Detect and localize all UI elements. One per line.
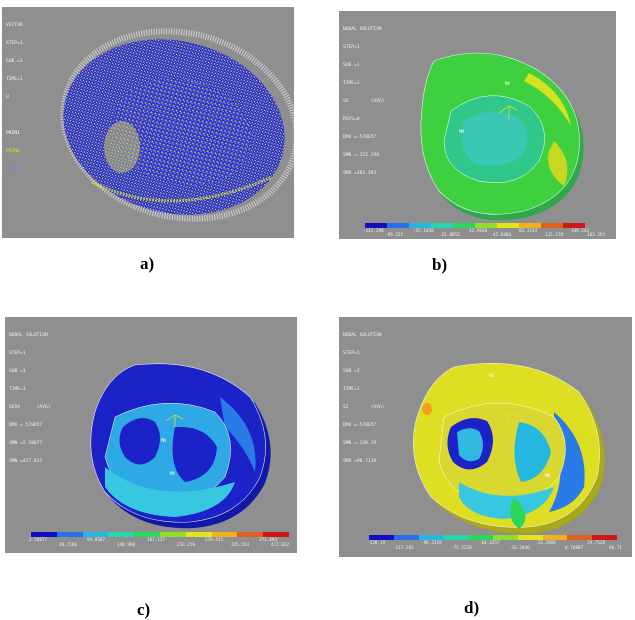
tick-label: 29.7528 [587, 541, 606, 546]
tick-label: -64.2257 [479, 541, 500, 546]
tick-label: -21.0852 [439, 233, 460, 238]
colorbar-d [369, 535, 617, 540]
tick-label: 325.554 [231, 543, 250, 548]
header-line: SUB =1 [9, 369, 26, 374]
ticks-c: 2.58877 94.8587 187.137 279.415 371.693 … [29, 538, 295, 550]
tick-label: 115.178 [545, 233, 564, 238]
tick-label: 47.0486 [493, 233, 512, 238]
header-line: DMX =.578657 [343, 135, 377, 140]
tick-label: 12.9838 [469, 229, 488, 234]
header-line: SMN =-123.298 [343, 153, 379, 158]
header-line: STEP=1 [343, 45, 360, 50]
panel-c-header: NODAL SOLUTION STEP=1 SUB =1 TIME=1 SEQV… [9, 321, 51, 477]
header-line: VECTOR [6, 23, 23, 28]
tick-label: 371.693 [259, 538, 278, 543]
axis-triad [498, 105, 518, 119]
tick-label: 417.832 [271, 543, 290, 548]
panel-a-header: VECTOR STEP=1 SUB =1 TIME=1 U PRIN1 PRIN… [6, 11, 23, 185]
header-line: PRIN3 [6, 167, 20, 172]
tick-label: 140.998 [117, 543, 136, 548]
tick-label: -117.205 [393, 546, 414, 551]
tick-label: 2.58877 [29, 538, 48, 543]
panel-c-nodal-solution-seqv: NODAL SOLUTION STEP=1 SUB =1 TIME=1 SEQV… [5, 317, 297, 553]
panel-a-vector-plot: VECTOR STEP=1 SUB =1 TIME=1 U PRIN1 PRIN… [2, 7, 294, 238]
mx-label: MX [505, 81, 510, 86]
header-line: SEQV (AVG) [9, 405, 51, 410]
ticks-b: -123.298 -55.1458 12.9838 81.1134 149.24… [363, 229, 615, 239]
header-line: SUB =1 [343, 369, 360, 374]
tick-label: -55.1458 [413, 229, 434, 234]
header-line: TIME=1 [343, 81, 360, 86]
header-line: NODAL SOLUTION [343, 27, 382, 32]
header-line: TIME=1 [343, 387, 360, 392]
mx-label: MX [170, 471, 175, 476]
tick-label: 187.137 [147, 538, 166, 543]
header-line: SMN =-138.19 [343, 441, 377, 446]
colorbar-b [365, 223, 585, 228]
header-line: TIME=1 [9, 387, 26, 392]
ticks-d: -138.19 -96.2119 -64.2257 -12.2604 29.75… [367, 541, 631, 553]
panel-d-header: NODAL SOLUTION STEP=1 SUB =1 TIME=1 S2 (… [343, 321, 385, 477]
header-line: SMX =90.7118 [343, 459, 377, 464]
tick-label: -89.221 [385, 233, 404, 238]
panel-b-header: NODAL SOLUTION STEP=1 SUB =1 TIME=1 SX (… [343, 15, 385, 189]
header-line: NODAL SOLUTION [343, 333, 382, 338]
header-line: STEP=1 [9, 351, 26, 356]
caption-d: d) [464, 598, 480, 617]
header-line: SMX =183.393 [343, 171, 377, 176]
caption-c: c) [137, 600, 151, 619]
header-line: SUB =1 [343, 63, 360, 68]
header-line: PRIN1 [6, 131, 20, 136]
panel-d-nodal-solution-s2: NODAL SOLUTION STEP=1 SUB =1 TIME=1 S2 (… [339, 317, 632, 557]
tick-label: 81.1134 [519, 229, 538, 234]
header-line: U [6, 95, 9, 100]
tick-label: -96.2119 [421, 541, 442, 546]
contour-model-b: MX MN [420, 52, 584, 221]
tick-label: 8.76907 [565, 546, 584, 551]
tick-label: 279.415 [205, 538, 224, 543]
panel-b-nodal-solution-sx: NODAL SOLUTION STEP=1 SUB =1 TIME=1 SX (… [339, 11, 616, 239]
contour-model-d: MX MN [412, 363, 605, 534]
tick-label: 233.276 [177, 543, 196, 548]
tick-label: 94.8587 [87, 538, 106, 543]
header-line: RSYS=0 [343, 117, 360, 122]
tick-label: 48.7186 [59, 543, 78, 548]
tick-label: 149.243 [571, 229, 590, 234]
header-line: TIME=1 [6, 77, 23, 82]
header-line: DMX =.578657 [9, 423, 43, 428]
axis-triad [165, 414, 184, 427]
header-line: SX (AVG) [343, 99, 385, 104]
mx-label: MX [489, 373, 494, 378]
mn-label: MN [161, 438, 166, 443]
header-line: S2 (AVG) [343, 405, 385, 410]
header-line: SUB =1 [6, 59, 23, 64]
tick-label: -75.2228 [451, 546, 472, 551]
tick-label: -138.19 [367, 541, 386, 546]
header-line: STEP=1 [343, 351, 360, 356]
header-line: SMN =2.58877 [9, 441, 43, 446]
vector-field-model [60, 28, 294, 222]
contour-model-c: MX MN [90, 363, 271, 529]
header-line: SMN =417.832 [9, 459, 43, 464]
caption-b: b) [432, 255, 448, 274]
caption-a: a) [140, 254, 155, 273]
mn-label: MN [459, 129, 464, 134]
header-line: DMX =.578657 [343, 423, 377, 428]
tick-label: 90.71 [609, 546, 622, 551]
colorbar-c [31, 532, 289, 537]
mn-label: MN [545, 473, 550, 478]
tick-label: 183.393 [587, 233, 606, 238]
tick-label: -123.298 [363, 229, 384, 234]
header-line: NODAL SOLUTION [9, 333, 48, 338]
header-line: PRIN2 [6, 149, 20, 154]
header-line: STEP=1 [6, 41, 23, 46]
tick-label: -12.2604 [535, 541, 556, 546]
tick-label: -33.2446 [509, 546, 530, 551]
axis-triad [499, 411, 518, 425]
